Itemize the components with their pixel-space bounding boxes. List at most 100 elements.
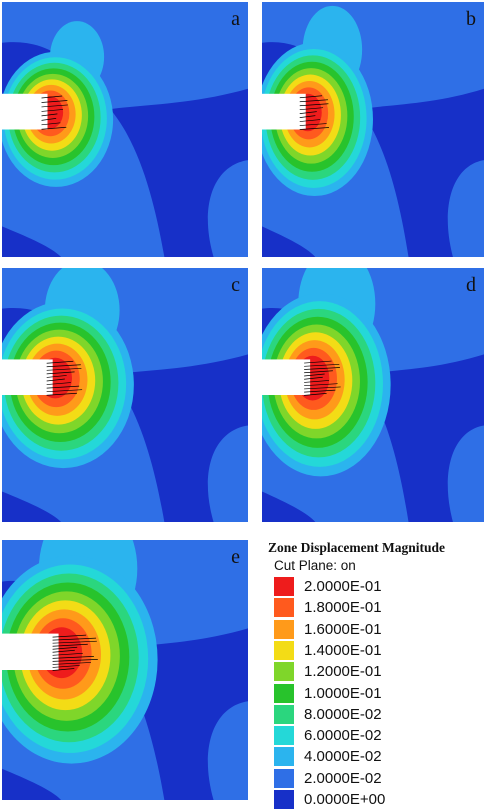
low-zone-right	[110, 88, 248, 257]
legend-label: 8.0000E-02	[304, 705, 382, 723]
displacement-vector	[52, 665, 80, 668]
displacement-vector	[52, 640, 97, 644]
legend-label: 1.8000E-01	[304, 599, 382, 617]
displacement-vector	[41, 104, 68, 108]
displacement-vector	[46, 392, 78, 396]
low-zone-lower-left	[2, 491, 62, 522]
panel-d: d	[262, 268, 484, 522]
displacement-vector	[304, 376, 323, 380]
panel-c: c	[2, 268, 248, 522]
displacement-vector	[41, 100, 68, 103]
displacement-vector	[304, 383, 338, 387]
displacement-vector	[52, 668, 75, 671]
legend-label: 6.0000E-02	[304, 727, 382, 745]
displacement-vector	[52, 634, 87, 638]
displacement-vector	[304, 380, 330, 383]
legend-swatch	[274, 577, 294, 596]
legend-label: 1.4000E-01	[304, 641, 382, 659]
legend-label: 1.0000E-01	[304, 684, 382, 702]
displacement-vector	[304, 370, 333, 374]
displacement-vector	[46, 367, 82, 371]
low-zone-lower-left	[2, 226, 62, 257]
legend-title: Zone Displacement Magnitude	[268, 540, 445, 555]
legend-swatch	[274, 640, 294, 660]
displacement-vector	[52, 643, 88, 647]
displacement-vector	[52, 662, 92, 665]
displacement-vector	[299, 107, 324, 111]
excavation-opening	[262, 93, 306, 130]
low-zone-right	[110, 354, 248, 522]
panel-letter-e: e	[231, 546, 240, 568]
contour-plot-e	[2, 540, 248, 800]
displacement-vector	[41, 113, 58, 117]
displacement-vector	[52, 637, 97, 641]
legend-row: 8.0000E-02	[274, 704, 480, 725]
low-zone-right	[359, 354, 484, 522]
panel-letter-d: d	[466, 274, 476, 296]
displacement-vector	[299, 115, 316, 118]
excavation-opening	[262, 359, 311, 395]
displacement-vector	[41, 95, 63, 99]
excavation-opening	[2, 633, 59, 670]
legend-row: 6.0000E-02	[274, 725, 480, 746]
legend-label: 4.0000E-02	[304, 748, 382, 766]
low-zone-right	[359, 88, 484, 257]
panel-b: b	[262, 2, 484, 257]
displacement-vector	[52, 652, 83, 656]
displacement-vector	[299, 111, 317, 114]
displacement-vector	[46, 389, 83, 393]
legend-row: 2.0000E-01	[274, 576, 480, 597]
legend-label: 1.2000E-01	[304, 663, 382, 681]
legend: Zone Displacement Magnitude Cut Plane: o…	[262, 540, 480, 809]
displacement-vector	[299, 99, 328, 103]
legend-row: 0.0000E+00	[274, 789, 480, 810]
legend-row: 1.8000E-01	[274, 597, 480, 618]
displacement-vector	[46, 382, 71, 385]
panel-e: e	[2, 540, 248, 800]
excavation-opening	[2, 93, 48, 130]
legend-swatch	[274, 747, 294, 767]
displacement-vector	[41, 122, 61, 126]
displacement-vector	[46, 364, 81, 368]
legend-swatch	[274, 704, 294, 724]
legend-swatch	[274, 619, 294, 639]
contour-plot-d	[262, 268, 484, 522]
displacement-vector	[52, 649, 75, 653]
displacement-vector	[46, 385, 80, 389]
low-zone-lower-left	[262, 226, 316, 257]
legend-swatch	[274, 662, 294, 682]
displacement-vector	[52, 646, 78, 650]
legend-label: 2.0000E-01	[304, 578, 382, 595]
legend-swatch	[274, 598, 294, 618]
legend-swatch	[274, 683, 294, 703]
displacement-vector	[304, 360, 332, 364]
legend-label: 0.0000E+00	[304, 791, 386, 808]
legend-row: 1.6000E-01	[274, 619, 480, 640]
panel-letter-a: a	[231, 8, 240, 30]
displacement-vector	[304, 367, 340, 370]
contour-plot-c	[2, 268, 248, 522]
legend-row: 1.0000E-01	[274, 683, 480, 704]
displacement-vector	[299, 95, 323, 99]
displacement-vector	[52, 656, 94, 659]
legend-row: 1.4000E-01	[274, 640, 480, 661]
displacement-vector	[299, 103, 329, 107]
legend-swatch	[274, 726, 294, 746]
legend-label: 1.6000E-01	[304, 620, 382, 638]
displacement-vector	[304, 389, 336, 393]
legend-swatch	[274, 790, 294, 809]
displacement-vector	[299, 123, 327, 126]
displacement-vector	[304, 373, 325, 377]
displacement-vector	[304, 386, 341, 390]
legend-row: 1.2000E-01	[274, 661, 480, 682]
panel-letter-c: c	[231, 274, 240, 296]
contour-plot-a	[2, 2, 248, 257]
legend-label: 2.0000E-02	[304, 769, 382, 787]
displacement-vector	[299, 119, 321, 122]
panel-letter-b: b	[466, 8, 476, 30]
displacement-vector	[41, 109, 64, 112]
displacement-vector	[304, 393, 327, 396]
legend-row: 2.0000E-02	[274, 768, 480, 789]
low-zone-lower-left	[2, 768, 62, 800]
legend-swatch	[274, 768, 294, 788]
